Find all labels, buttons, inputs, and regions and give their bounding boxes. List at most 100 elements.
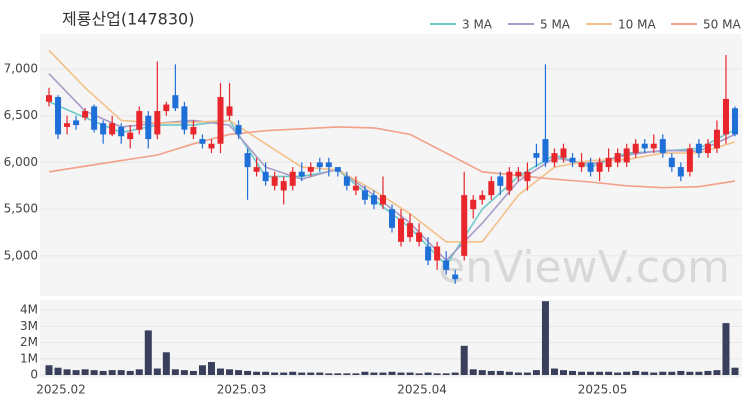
volume-bar bbox=[262, 371, 270, 375]
volume-bar bbox=[379, 372, 387, 375]
volume-bar bbox=[63, 369, 71, 375]
candle-body bbox=[587, 162, 594, 172]
candle-body bbox=[226, 106, 233, 116]
candle-body bbox=[316, 162, 323, 168]
volume-bar bbox=[81, 369, 89, 375]
ma-line bbox=[48, 49, 736, 243]
volume-bar bbox=[478, 370, 486, 375]
candle-body bbox=[416, 232, 423, 242]
volume-panel bbox=[40, 300, 742, 378]
legend-label: 50 MA bbox=[703, 18, 741, 32]
candle-body bbox=[181, 106, 188, 130]
candle-body bbox=[569, 157, 576, 163]
candle-body bbox=[659, 139, 666, 154]
volume-bar bbox=[731, 367, 739, 375]
volume-bar bbox=[523, 372, 531, 375]
volume-bar bbox=[469, 369, 477, 375]
volume-bar bbox=[442, 373, 450, 375]
volume-bar bbox=[217, 368, 224, 375]
volume-bar bbox=[198, 365, 206, 375]
candle-body bbox=[515, 171, 522, 177]
volume-bar bbox=[280, 372, 288, 375]
volume-bar bbox=[45, 365, 53, 375]
x-tick-label: 2025.03 bbox=[217, 383, 267, 397]
volume-bar bbox=[334, 373, 342, 375]
candle-body bbox=[443, 260, 450, 270]
volume-bar bbox=[207, 362, 215, 375]
candle-body bbox=[163, 104, 170, 112]
volume-bar bbox=[614, 372, 622, 375]
volume-bar bbox=[343, 373, 351, 375]
volume-bar bbox=[253, 371, 261, 375]
candle-body bbox=[614, 153, 621, 163]
volume-bar bbox=[126, 370, 134, 375]
y-tick-label: 7,000 bbox=[4, 62, 38, 76]
volume-bar bbox=[686, 371, 694, 375]
candle-body bbox=[488, 181, 495, 196]
volume-bar bbox=[99, 370, 107, 375]
volume-bar bbox=[632, 370, 640, 375]
volume-bar bbox=[460, 345, 468, 375]
volume-bar bbox=[189, 370, 197, 375]
volume-bar bbox=[650, 372, 658, 375]
candle-body bbox=[551, 153, 558, 163]
y-tick-label: 6,000 bbox=[4, 155, 38, 169]
candle-body bbox=[398, 218, 405, 242]
volume-bar bbox=[162, 352, 170, 375]
volume-bar bbox=[316, 372, 324, 375]
candle-body bbox=[596, 162, 603, 172]
y-tick-label: 5,500 bbox=[4, 202, 38, 216]
candle-body bbox=[732, 108, 738, 135]
candle-body bbox=[650, 143, 657, 149]
candle-body bbox=[479, 195, 486, 200]
candle-body bbox=[379, 195, 386, 205]
candle-body bbox=[533, 153, 540, 158]
volume-bar bbox=[532, 370, 540, 375]
volume-bar bbox=[244, 370, 252, 375]
candle-body bbox=[73, 120, 80, 126]
candle-body bbox=[55, 97, 62, 135]
volume-bar bbox=[307, 372, 315, 375]
candle-body bbox=[271, 176, 278, 186]
volume-bar bbox=[235, 370, 243, 375]
candle-body bbox=[722, 98, 729, 135]
volume-bar bbox=[424, 372, 432, 375]
candle-body bbox=[389, 209, 395, 228]
x-tick-label: 2025.04 bbox=[397, 383, 447, 397]
volume-bar bbox=[298, 372, 306, 375]
y-tick-label: 1M bbox=[20, 351, 38, 365]
volume-bar bbox=[153, 368, 161, 375]
volume-bar bbox=[704, 370, 712, 375]
candle-body bbox=[325, 162, 332, 168]
candle-body bbox=[524, 171, 531, 182]
legend-label: 10 MA bbox=[618, 18, 656, 32]
candle-body bbox=[560, 148, 567, 158]
volume-bar bbox=[171, 369, 179, 375]
volume-bar bbox=[388, 371, 396, 375]
volume-bar bbox=[271, 372, 279, 375]
candle-body bbox=[64, 123, 71, 127]
candle-body bbox=[704, 143, 711, 154]
candle-body bbox=[334, 167, 341, 172]
ma-line bbox=[48, 126, 736, 189]
volume-bar bbox=[180, 370, 188, 375]
volume-bar bbox=[541, 301, 549, 375]
y-tick-label: 4M bbox=[20, 303, 38, 317]
volume-bar bbox=[596, 371, 604, 375]
candle-body bbox=[506, 171, 513, 191]
candle-body bbox=[217, 97, 224, 144]
candle-body bbox=[91, 106, 98, 130]
volume-bar bbox=[325, 373, 333, 375]
y-tick-label: 2M bbox=[20, 335, 38, 349]
y-tick-label: 3M bbox=[20, 319, 38, 333]
volume-bar bbox=[505, 371, 513, 375]
volume-bar bbox=[90, 370, 98, 375]
volume-bar bbox=[560, 370, 567, 375]
candle-body bbox=[343, 176, 350, 186]
volume-bar bbox=[72, 370, 80, 375]
candle-body bbox=[677, 167, 684, 177]
candle-body bbox=[298, 171, 305, 177]
candle-body bbox=[280, 181, 287, 191]
candle-body bbox=[641, 143, 648, 149]
